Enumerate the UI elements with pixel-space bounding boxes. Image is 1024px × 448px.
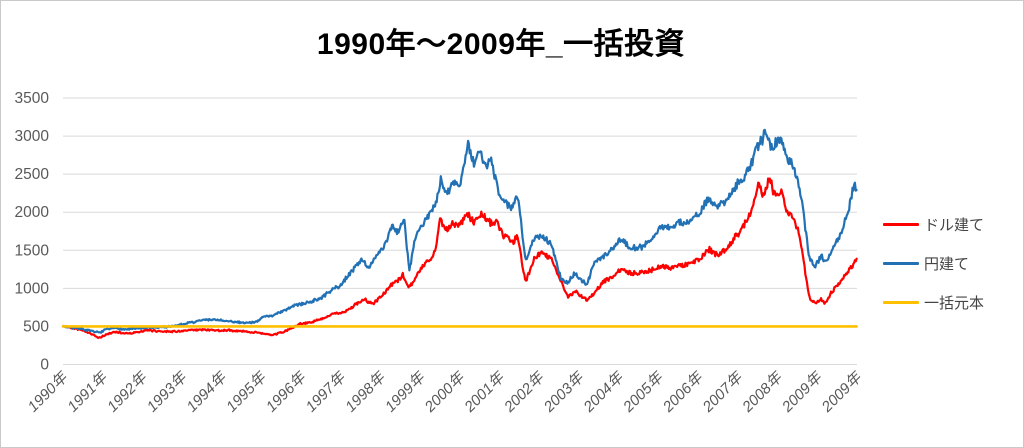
x-tick-label: 1992年 <box>104 368 152 416</box>
x-tick-label: 1990年 <box>25 368 73 416</box>
x-tick-label: 1991年 <box>64 368 112 416</box>
x-tick-label: 1996年 <box>263 368 311 416</box>
y-tick-label: 1500 <box>15 242 50 259</box>
x-tick-label: 2003年 <box>540 368 588 416</box>
chart-title: 1990年～2009年_一括投資 <box>316 28 686 61</box>
x-tick-label: 1998年 <box>342 368 390 416</box>
legend-item-principal: 一括元本 <box>883 292 984 312</box>
legend-item-jpy: 円建て <box>883 253 984 273</box>
series-line-jpy <box>61 128 858 334</box>
legend-label-usd: ドル建て <box>924 216 985 234</box>
x-tick-label: 2008年 <box>738 368 786 416</box>
x-tick-label: 1993年 <box>144 368 192 416</box>
x-tick-label: 1997年 <box>303 368 351 416</box>
y-tick-label: 2000 <box>15 204 50 221</box>
x-tick-label: 2007年 <box>699 368 747 416</box>
series-line-usd <box>61 177 858 339</box>
x-tick-label: 2005年 <box>619 368 667 416</box>
legend-label-principal: 一括元本 <box>924 294 985 312</box>
x-tick-label: 2009年 <box>818 368 866 416</box>
legend-item-usd: ドル建て <box>883 214 984 234</box>
legend-label-jpy: 円建て <box>924 255 970 273</box>
x-tick-label: 1994年 <box>183 368 231 416</box>
x-tick-label: 2009年 <box>778 368 826 416</box>
jpy-line-swatch <box>883 261 919 265</box>
x-tick-label: 2004年 <box>580 368 628 416</box>
y-tick-label: 2500 <box>15 166 50 183</box>
x-tick-label: 2006年 <box>659 368 707 416</box>
legend: ドル建て 円建て 一括元本 <box>883 214 984 312</box>
y-tick-label: 3000 <box>15 128 50 145</box>
x-tick-label: 2002年 <box>500 368 548 416</box>
y-tick-label: 3500 <box>15 90 50 107</box>
y-tick-label: 1000 <box>15 280 50 297</box>
y-tick-label: 500 <box>23 318 49 335</box>
x-tick-label: 2000年 <box>421 368 469 416</box>
principal-line-swatch <box>883 300 919 304</box>
usd-line-swatch <box>883 222 919 226</box>
x-tick-label: 1999年 <box>382 368 430 416</box>
x-tick-label: 1995年 <box>223 368 271 416</box>
x-tick-label: 2001年 <box>461 368 509 416</box>
y-tick-label: 0 <box>40 357 49 374</box>
